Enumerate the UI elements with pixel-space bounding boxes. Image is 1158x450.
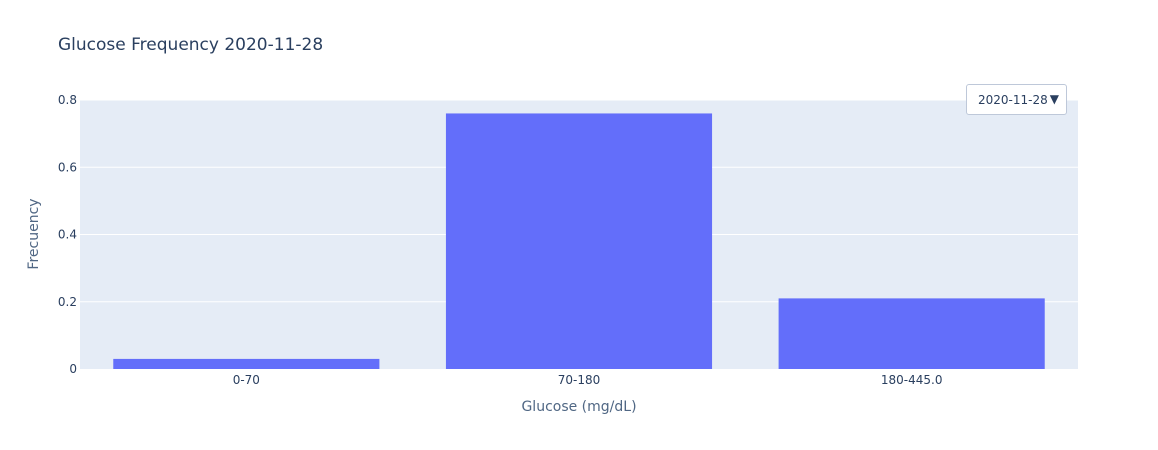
bar-70-180 — [445, 113, 713, 369]
x-axis-title: Glucose (mg/dL) — [521, 399, 636, 415]
y-tick-label: 0 — [69, 362, 77, 376]
y-tick-label: 0.2 — [58, 295, 77, 309]
chart-title: Glucose Frequency 2020-11-28 — [58, 35, 323, 55]
x-tick-label: 180-445.0 — [881, 373, 943, 387]
triangle-down-icon: ▼ — [1049, 92, 1059, 106]
bar-180-445.0 — [778, 298, 1045, 369]
date-dropdown-label: 2020-11-28 — [978, 93, 1048, 107]
x-tick-label: 0-70 — [233, 373, 260, 387]
y-axis-title: Frecuency — [26, 198, 42, 269]
y-tick-labels: 0 0.2 0.4 0.6 0.8 — [58, 93, 77, 376]
bar-0-70 — [113, 358, 380, 369]
x-tick-label: 70-180 — [558, 373, 601, 387]
y-tick-label: 0.4 — [58, 228, 77, 242]
y-tick-label: 0.6 — [58, 160, 77, 174]
y-tick-label: 0.8 — [58, 93, 77, 107]
x-tick-labels: 0-70 70-180 180-445.0 — [233, 373, 943, 387]
bars — [113, 113, 1045, 369]
date-dropdown[interactable]: 2020-11-28 ▼ — [966, 84, 1067, 115]
